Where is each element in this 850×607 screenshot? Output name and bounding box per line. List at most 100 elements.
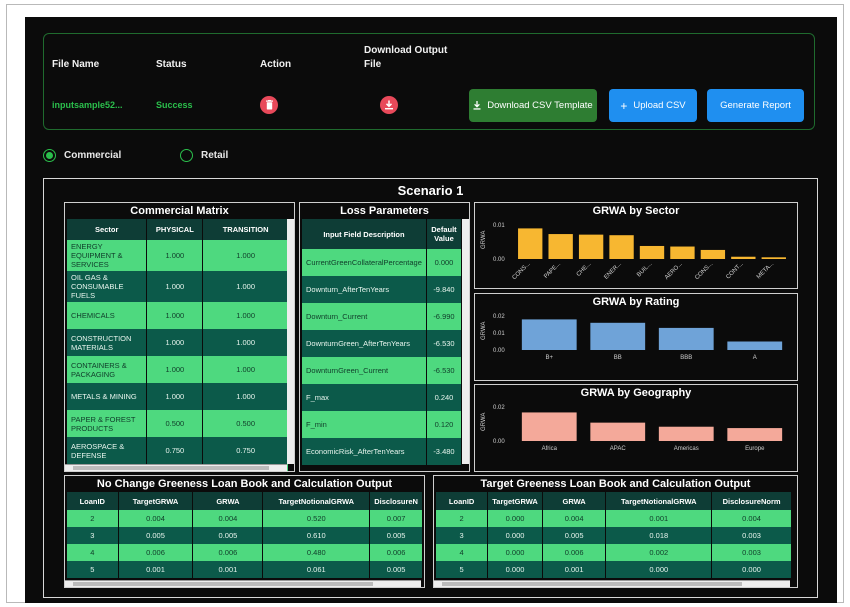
table-row[interactable]: METALS & MINING 1.000 1.000 [67,383,289,410]
table-row[interactable]: 5 0.001 0.001 0.061 0.005 [67,561,423,578]
table-cell: 0.005 [118,527,194,544]
x-tick-label: A [753,355,757,361]
bar [590,422,646,441]
delete-file-button[interactable] [260,96,278,114]
table-row[interactable]: CONTAINERS & PACKAGING 1.000 1.000 [67,356,289,383]
x-tick-label: APAC [610,446,627,452]
download-csv-template-button[interactable]: Download CSV Template [469,89,597,122]
table-cell: 0.000 [487,561,543,578]
table-cell: 0.005 [192,527,264,544]
table-row[interactable]: 2 0.000 0.004 0.001 0.004 [436,510,792,527]
no-change-loan-book-table: LoanID TargetGRWA GRWA TargetNotionalGRW… [67,492,423,578]
table-cell: 1.000 [202,271,289,302]
table-row[interactable]: DownturnGreen_AfterTenYears -6.530 [302,330,463,357]
no-change-loan-book-title: No Change Greeness Loan Book and Calcula… [96,478,393,490]
table-row[interactable]: 3 0.000 0.005 0.018 0.003 [436,527,792,544]
file-upload-panel: File Name Status Action Download Output … [43,33,815,130]
table-cell: 0.120 [426,411,463,438]
column-header[interactable]: DisclosureNorm [711,492,792,510]
table-row[interactable]: 5 0.000 0.001 0.000 0.000 [436,561,792,578]
column-header[interactable]: Input Field Description [302,219,427,249]
table-row[interactable]: PAPER & FOREST PRODUCTS 0.500 0.500 [67,410,289,437]
table-row[interactable]: OIL GAS & CONSUMABLE FUELS 1.000 1.000 [67,271,289,302]
column-header[interactable]: TargetGRWA [487,492,543,510]
table-cell: 0.480 [262,544,371,561]
table-row[interactable]: EconomicRisk_AfterTenYears -3.480 [302,438,463,465]
table-cell: 0.001 [192,561,264,578]
column-header[interactable]: Sector [67,219,148,240]
table-cell: 1.000 [146,240,204,271]
grwa-by-sector-chart: GRWA 0.01 0.00 CONS... PAPE... CHE... ENER... B… [481,223,786,281]
table-cell: 1.000 [202,356,289,383]
table-cell: 1.000 [146,329,204,356]
download-output-header: Download Output File [364,45,448,70]
y-axis-label: GRWA [481,231,487,249]
horizontal-scrollbar[interactable] [65,580,421,587]
chart-title: GRWA by Rating [592,296,680,308]
table-cell: DownturnGreen_Current [302,357,427,384]
table-cell: 0.003 [711,544,792,561]
table-row[interactable]: 4 0.006 0.006 0.480 0.006 [67,544,423,561]
table-cell: 0.750 [146,437,204,464]
table-row[interactable]: 4 0.000 0.006 0.002 0.003 [436,544,792,561]
table-row[interactable]: F_max 0.240 [302,384,463,411]
download-output-button[interactable] [380,96,398,114]
column-header[interactable]: LoanID [436,492,489,510]
vertical-scrollbar[interactable] [287,219,294,464]
column-header[interactable]: TargetNotionalGRWA [262,492,371,510]
bar [518,228,543,259]
column-header[interactable]: GRWA [192,492,264,510]
upload-csv-button[interactable]: + Upload CSV [609,89,697,122]
table-row[interactable]: Downturn_Current -6.990 [302,303,463,330]
table-row[interactable]: CHEMICALS 1.000 1.000 [67,302,289,329]
table-cell: 1.000 [202,302,289,329]
commercial-matrix-table: Sector PHYSICAL TRANSITION ENERGY EQUIPM… [67,219,289,471]
table-cell: CONTAINERS & PACKAGING [67,356,148,383]
horizontal-scrollbar[interactable] [434,580,790,587]
table-cell: 1.000 [202,383,289,410]
table-cell: 0.520 [262,510,371,527]
table-row[interactable]: CurrentGreenCollateralPercentage 0.000 [302,249,463,276]
table-cell: 1.000 [202,329,289,356]
x-tick-label: AERO... [664,261,684,281]
target-loan-book-panel: Target Greeness Loan Book and Calculatio… [433,475,798,588]
x-tick-label: BBB [680,355,692,361]
table-row[interactable]: DownturnGreen_Current -6.530 [302,357,463,384]
table-row[interactable]: F_min 0.120 [302,411,463,438]
y-tick-label: 0.01 [493,223,505,229]
table-cell: 0.001 [542,561,607,578]
table-cell: 0.000 [487,527,543,544]
column-header[interactable]: TargetGRWA [118,492,194,510]
y-tick-label: 0.02 [493,314,505,320]
bar [658,327,714,350]
table-row[interactable]: ENERGY EQUIPMENT & SERVICES 1.000 1.000 [67,240,289,271]
column-header[interactable]: GRWA [542,492,607,510]
commercial-radio[interactable]: Commercial [43,149,121,162]
table-cell: -6.530 [426,357,463,384]
generate-report-button[interactable]: Generate Report [707,89,804,122]
x-tick-label: CONS... [512,261,532,281]
column-header[interactable]: Default Value [426,219,463,249]
table-header-row: Input Field Description Default Value [302,219,463,249]
table-cell: 0.003 [711,527,792,544]
table-row[interactable]: Downturn_AfterTenYears -9.840 [302,276,463,303]
bar [590,322,646,350]
table-row[interactable]: 2 0.004 0.004 0.520 0.007 [67,510,423,527]
status-value: Success [156,100,193,110]
table-row[interactable]: CONSTRUCTION MATERIALS 1.000 1.000 [67,329,289,356]
table-cell: F_min [302,411,427,438]
column-header[interactable]: LoanID [67,492,119,510]
table-cell: 0.240 [426,384,463,411]
column-header[interactable]: DisclosureN [369,492,423,510]
table-row[interactable]: 3 0.005 0.005 0.610 0.005 [67,527,423,544]
table-row[interactable]: AEROSPACE & DEFENSE 0.750 0.750 [67,437,289,464]
column-header[interactable]: TargetNotionalGRWA [605,492,713,510]
table-cell: -3.480 [426,438,463,465]
vertical-scrollbar[interactable] [462,219,469,464]
table-cell: 0.061 [262,561,371,578]
column-header[interactable]: PHYSICAL [146,219,204,240]
retail-radio[interactable]: Retail [180,149,228,162]
column-header[interactable]: TRANSITION [202,219,289,240]
horizontal-scrollbar[interactable] [65,464,287,471]
